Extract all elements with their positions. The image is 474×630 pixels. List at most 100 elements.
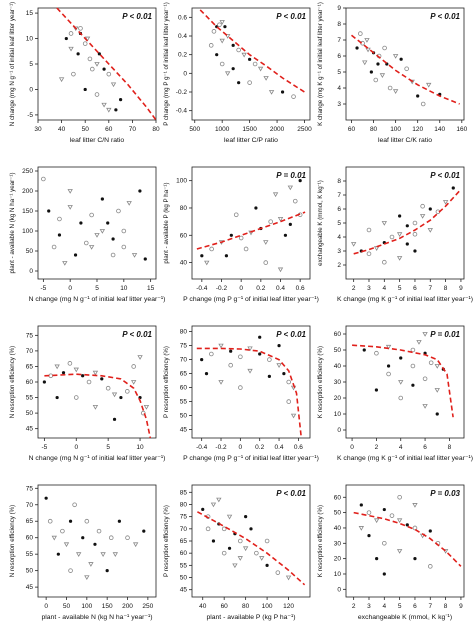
x-tick-label: 6 <box>413 285 417 292</box>
data-point <box>81 374 85 378</box>
x-tick-label: 60 <box>348 126 356 133</box>
data-point <box>210 502 217 508</box>
y-tick-label: 65 <box>180 538 188 545</box>
data-point <box>286 379 292 385</box>
data-point <box>247 346 253 352</box>
data-point <box>100 377 104 381</box>
data-point <box>209 351 214 357</box>
data-point <box>362 60 368 66</box>
data-point <box>411 383 415 387</box>
x-tick-label: 4 <box>382 285 386 292</box>
fit-curve <box>352 344 454 418</box>
p-value-label: P = 0.01 <box>276 171 306 180</box>
data-point <box>382 507 386 512</box>
data-point <box>268 90 275 95</box>
data-point <box>382 259 387 265</box>
p-value-label: P < 0.01 <box>276 330 306 339</box>
x-tick-label: 250 <box>142 603 153 610</box>
y-tick-label: 10 <box>334 411 342 418</box>
data-point <box>67 189 73 194</box>
p-value-label: P < 0.01 <box>122 12 152 21</box>
p-value-label: P < 0.01 <box>276 489 306 498</box>
fit-curve <box>351 34 460 105</box>
x-tick-label: 0.2 <box>255 444 264 451</box>
scatter-panel-1: 30 40 50 60 70 80 -5 0 5 10 15 leaf litter C/N rati… <box>9 2 160 144</box>
data-point <box>58 77 65 83</box>
data-point <box>119 98 123 102</box>
x-tick-label: 8 <box>444 285 448 292</box>
x-tick-label: 0.4 <box>275 444 284 451</box>
data-point <box>73 367 79 373</box>
data-point <box>286 399 292 404</box>
y-tick-label: 15 <box>26 10 34 17</box>
data-point <box>298 179 302 183</box>
x-tick-label: 9 <box>459 285 463 292</box>
y-tick-label: 50 <box>180 575 188 582</box>
y-tick-label: 0 <box>183 70 187 77</box>
data-point <box>392 89 399 95</box>
data-point <box>205 526 211 532</box>
data-point <box>396 232 403 238</box>
fit-curve <box>196 211 306 250</box>
data-point <box>374 350 379 356</box>
data-point <box>409 79 415 85</box>
data-point <box>219 20 225 25</box>
data-point <box>131 253 138 258</box>
data-point <box>200 358 204 362</box>
y-tick-label: 45 <box>26 426 34 433</box>
data-point <box>396 518 403 524</box>
data-point <box>428 207 432 211</box>
data-point <box>238 235 244 241</box>
scatter-panel-12: 2 3 4 5 6 7 8 9 0 10 20 30 40 50 60 exchangeable K (mmo… <box>317 484 465 621</box>
y-tick-label: 50 <box>334 347 342 354</box>
x-tick-label: 0 <box>44 603 48 610</box>
data-point <box>68 568 73 573</box>
y-axis-label: plant - available P (kg P ha⁻¹) <box>163 182 170 263</box>
data-point <box>117 519 121 523</box>
data-point <box>138 189 142 193</box>
data-point <box>221 550 227 556</box>
x-tick-label: 15 <box>147 285 155 292</box>
x-axis-label: N change (mg N g⁻¹ of initial leaf litte… <box>29 296 166 303</box>
y-tick-label: 100 <box>176 178 187 185</box>
y-tick-label: 250 <box>22 168 33 175</box>
y-tick-label: 65 <box>26 518 34 525</box>
y-tick-label: 85 <box>180 489 188 496</box>
data-point <box>64 36 68 41</box>
data-point <box>373 246 380 252</box>
y-tick-label: 8 <box>337 178 341 185</box>
y-axis-label: P resorption efficiency (%) <box>163 346 170 418</box>
data-point <box>41 176 46 182</box>
x-tick-label: 50 <box>82 126 90 133</box>
data-point <box>83 240 89 246</box>
data-point <box>106 71 112 77</box>
x-tick-label: 2 <box>375 444 379 451</box>
data-point <box>258 335 262 339</box>
data-point <box>422 332 428 337</box>
x-tick-label: 6 <box>413 603 417 610</box>
data-point <box>350 242 357 247</box>
y-tick-label: 70 <box>180 526 188 533</box>
y-tick-label: 10 <box>26 36 34 43</box>
data-point <box>365 47 371 53</box>
x-tick-label: 10 <box>136 444 144 451</box>
y-axis-label: P change (mg P g⁻¹ of initial leaf litte… <box>163 2 170 126</box>
data-point <box>88 245 95 250</box>
data-point <box>125 535 130 541</box>
y-tick-label: -0.2 <box>176 89 188 96</box>
x-tick-label: 2500 <box>297 126 312 133</box>
x-tick-label: 80 <box>152 126 160 133</box>
y-tick-label: 0 <box>337 427 341 434</box>
data-point <box>282 372 286 376</box>
y-tick-label: 3 <box>337 101 341 108</box>
data-point <box>67 361 73 366</box>
data-point <box>398 395 404 401</box>
data-point <box>218 380 224 385</box>
x-tick-label: 0 <box>239 285 243 292</box>
plot-frame <box>345 166 465 280</box>
data-point <box>404 66 409 72</box>
data-point <box>247 368 253 374</box>
data-point <box>257 66 264 72</box>
